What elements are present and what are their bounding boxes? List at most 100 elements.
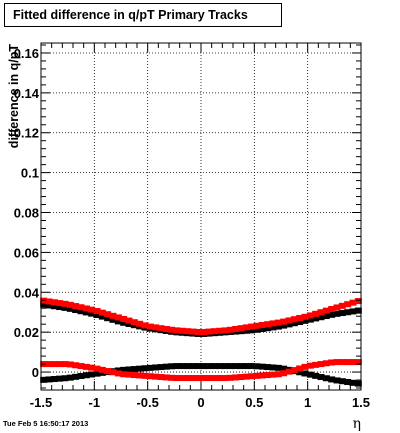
- data-point: [258, 372, 266, 379]
- y-tick-label: 0: [32, 365, 39, 380]
- data-point: [253, 326, 261, 333]
- data-point: [194, 328, 202, 335]
- data-point: [349, 379, 357, 386]
- data-point: [226, 363, 234, 370]
- y-tick-label: 0.04: [14, 285, 40, 300]
- data-point: [242, 363, 250, 370]
- data-point: [45, 302, 53, 309]
- data-point: [264, 325, 272, 332]
- data-point: [226, 374, 234, 381]
- data-point: [66, 361, 74, 368]
- data-point: [317, 374, 325, 381]
- data-point: [274, 319, 282, 326]
- data-point: [253, 363, 261, 370]
- data-point: [200, 328, 208, 335]
- data-point: [88, 306, 96, 313]
- data-point: [162, 325, 170, 332]
- data-point: [72, 373, 80, 380]
- data-point: [205, 375, 213, 382]
- x-tick-label: -1.5: [30, 395, 52, 410]
- data-point: [61, 361, 69, 368]
- data-point: [338, 359, 346, 366]
- data-point: [45, 376, 53, 383]
- data-point: [349, 359, 357, 366]
- data-point: [237, 325, 245, 332]
- data-point: [301, 313, 309, 320]
- data-point: [253, 372, 261, 379]
- data-point: [130, 366, 138, 373]
- data-point: [45, 361, 53, 368]
- data-point: [173, 327, 181, 334]
- data-point: [269, 364, 277, 371]
- data-points: [40, 297, 362, 387]
- data-point: [248, 327, 256, 334]
- data-point: [157, 364, 165, 371]
- data-point: [130, 319, 138, 326]
- x-tick-label: 0: [197, 395, 204, 410]
- data-point: [120, 319, 128, 326]
- data-point: [312, 315, 320, 322]
- data-point: [296, 318, 304, 325]
- data-point: [88, 310, 96, 317]
- data-point: [136, 365, 144, 372]
- data-point: [354, 298, 362, 305]
- data-point: [354, 380, 362, 387]
- data-point: [269, 320, 277, 327]
- data-point: [61, 304, 69, 311]
- data-point: [338, 302, 346, 309]
- data-point: [194, 363, 202, 370]
- data-point: [328, 311, 336, 318]
- data-point: [216, 375, 224, 382]
- data-point: [114, 370, 122, 377]
- data-point: [104, 368, 112, 375]
- data-point: [258, 363, 266, 370]
- data-point: [93, 312, 101, 319]
- data-point: [125, 317, 133, 324]
- data-point: [93, 308, 101, 315]
- chart-title: Fitted difference in q/pT Primary Tracks: [13, 8, 248, 22]
- data-point: [114, 318, 122, 325]
- y-tick-label: 0.12: [14, 126, 39, 141]
- data-point: [125, 320, 133, 327]
- data-point: [280, 370, 288, 377]
- data-point: [178, 363, 186, 370]
- data-point: [344, 359, 352, 366]
- data-point: [184, 363, 192, 370]
- data-point: [77, 373, 85, 380]
- data-point: [306, 371, 314, 378]
- data-point: [109, 369, 117, 376]
- data-point: [338, 378, 346, 385]
- data-point: [285, 317, 293, 324]
- data-point: [264, 364, 272, 371]
- data-point: [136, 320, 144, 327]
- data-point: [237, 374, 245, 381]
- data-point: [328, 376, 336, 383]
- data-point: [248, 323, 256, 330]
- data-point: [312, 372, 320, 379]
- series-3: [40, 359, 362, 382]
- data-point: [296, 369, 304, 376]
- data-point: [114, 314, 122, 321]
- data-point: [264, 372, 272, 379]
- data-point: [40, 301, 48, 308]
- data-point: [333, 377, 341, 384]
- grid: [41, 43, 361, 390]
- data-point: [146, 323, 154, 330]
- y-tick-label: 0.06: [14, 245, 39, 260]
- x-tick-label: 1.5: [352, 395, 370, 410]
- data-point: [125, 371, 133, 378]
- data-point: [56, 361, 64, 368]
- data-point: [253, 322, 261, 329]
- data-point: [285, 368, 293, 375]
- data-point: [109, 312, 117, 319]
- x-tick-label: -0.5: [136, 395, 158, 410]
- data-point: [344, 301, 352, 308]
- x-tick-label: 1: [304, 395, 311, 410]
- data-point: [349, 299, 357, 306]
- data-point: [242, 324, 250, 331]
- data-point: [312, 310, 320, 317]
- data-point: [66, 374, 74, 381]
- data-point: [290, 316, 298, 323]
- x-axis-title: η: [353, 416, 361, 432]
